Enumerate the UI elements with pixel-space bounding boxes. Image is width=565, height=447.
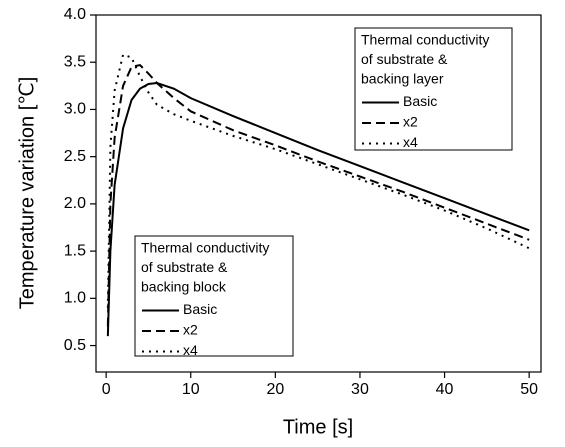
legend-label: x2 (183, 322, 198, 338)
x-tick-label: 50 (520, 381, 538, 398)
x-tick-label: 40 (436, 381, 454, 398)
legend-box (354, 27, 513, 151)
legend-title: backing layer (361, 71, 444, 87)
series-line (106, 63, 530, 327)
x-axis-title: Time [s] (283, 416, 353, 438)
y-tick-label: 2.5 (64, 148, 86, 165)
y-tick-label: 1.0 (64, 290, 86, 307)
y-tick-label: 4.0 (64, 6, 86, 23)
y-tick-label: 0.5 (64, 337, 86, 354)
x-tick-label: 30 (351, 381, 369, 398)
y-tick-label: 2.0 (64, 195, 86, 212)
legend-label: Basic (183, 301, 217, 317)
x-tick-label: 0 (102, 381, 111, 398)
y-axis-title: Temperature variation [℃] (16, 77, 38, 310)
legend-title: Thermal conductivity (361, 32, 489, 48)
y-tick-label: 1.5 (64, 242, 86, 259)
legend-title: backing block (141, 279, 227, 295)
y-tick-label: 3.5 (64, 53, 86, 70)
legend-title: of substrate & (361, 51, 448, 67)
legend-label: x2 (403, 114, 418, 130)
legend-label: Basic (403, 93, 437, 109)
series-line (106, 81, 530, 337)
legend-box (134, 235, 294, 357)
plot-frame (95, 14, 542, 373)
legend-title: Thermal conductivity (141, 240, 269, 256)
x-tick-label: 20 (266, 381, 284, 398)
legend-label: x4 (183, 342, 198, 358)
legend-label: x4 (403, 134, 418, 150)
y-tick-label: 3.0 (64, 101, 86, 118)
legend-title: of substrate & (141, 259, 228, 275)
x-tick-label: 10 (182, 381, 200, 398)
